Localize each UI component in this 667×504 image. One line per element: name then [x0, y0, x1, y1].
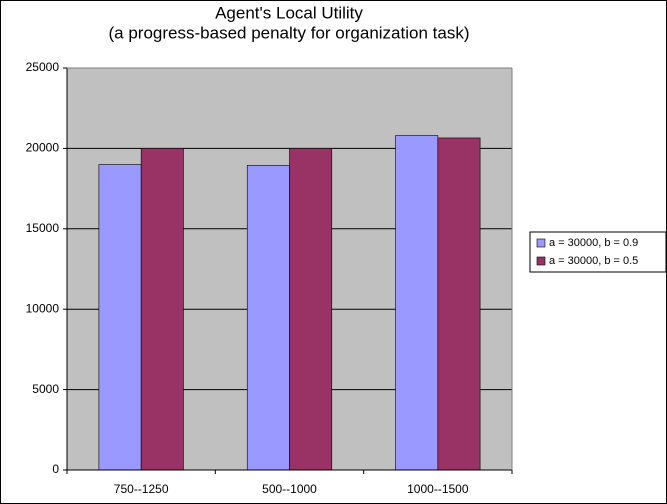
y-tick-label: 10000 [26, 301, 60, 315]
bar [140, 148, 184, 471]
y-tick-label: 20000 [26, 141, 60, 155]
y-tick-label: 5000 [32, 382, 59, 396]
bar [246, 164, 290, 471]
y-tick-label: 25000 [26, 60, 60, 74]
chart-subtitle: (a progress-based penalty for organizati… [109, 23, 470, 42]
chart-title: Agent's Local Utility [215, 3, 363, 22]
x-tick-label: 1000--1500 [407, 482, 469, 496]
legend-label: a = 30000, b = 0.5 [549, 255, 638, 267]
y-tick-label: 0 [52, 462, 59, 476]
bar [289, 148, 333, 471]
x-tick-label: 500--1000 [262, 482, 317, 496]
legend-swatch [536, 256, 546, 266]
bar [395, 135, 439, 471]
legend-swatch [536, 238, 546, 248]
bar [437, 137, 481, 471]
bar [98, 164, 142, 471]
legend-label: a = 30000, b = 0.9 [549, 237, 638, 249]
y-tick-label: 15000 [26, 221, 60, 235]
legend-box [529, 231, 667, 273]
x-tick-label: 750--1250 [114, 482, 169, 496]
